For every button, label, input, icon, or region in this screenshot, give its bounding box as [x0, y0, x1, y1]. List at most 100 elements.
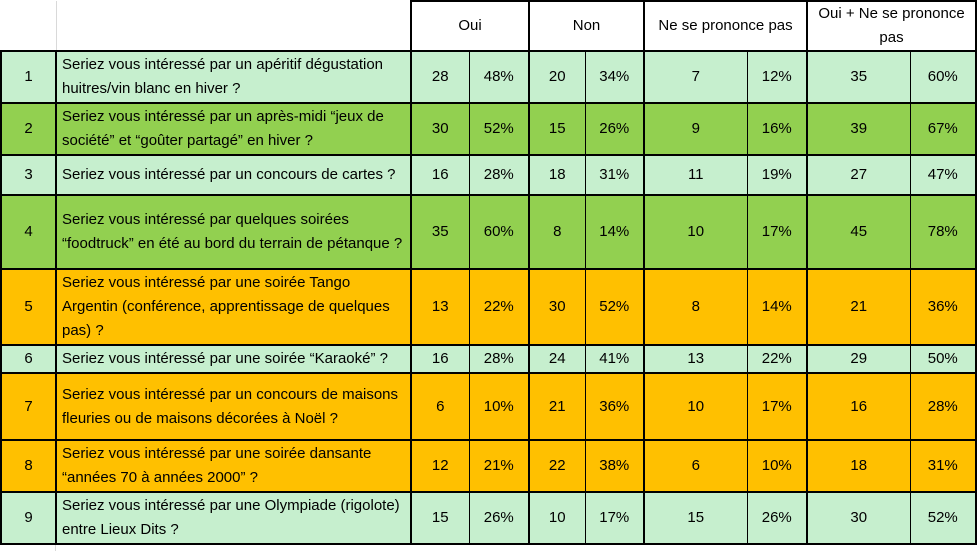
oui-count-cell[interactable]: 12: [410, 439, 470, 493]
total-count-cell[interactable]: 30: [806, 491, 911, 545]
nspp-count-cell[interactable]: 8: [643, 268, 748, 346]
non-count-cell[interactable]: 30: [528, 268, 586, 346]
oui-pct-cell[interactable]: 52%: [468, 102, 530, 156]
oui-count-cell[interactable]: 30: [410, 102, 470, 156]
row-number-cell[interactable]: 2: [0, 102, 57, 156]
non-count-cell[interactable]: 18: [528, 154, 586, 196]
question-cell[interactable]: Seriez vous intéressé par un après-midi …: [55, 102, 412, 156]
nspp-count-cell[interactable]: 15: [643, 491, 748, 545]
non-count-cell[interactable]: 8: [528, 194, 586, 270]
non-pct-cell[interactable]: 38%: [584, 439, 645, 493]
non-pct-cell[interactable]: 34%: [584, 50, 645, 104]
row-number-cell[interactable]: 1: [0, 50, 57, 104]
question-cell[interactable]: Seriez vous intéressé par quelques soiré…: [55, 194, 412, 270]
question-cell[interactable]: Seriez vous intéressé par une soirée dan…: [55, 439, 412, 493]
non-pct-cell[interactable]: 14%: [584, 194, 645, 270]
table-row: 2 Seriez vous intéressé par un après-mid…: [0, 102, 977, 156]
total-count-cell[interactable]: 45: [806, 194, 911, 270]
nspp-count-cell[interactable]: 6: [643, 439, 748, 493]
non-pct-cell[interactable]: 41%: [584, 344, 645, 374]
header-row: Oui Non Ne se prononce pas Oui + Ne se p…: [1, 0, 977, 52]
total-pct-cell[interactable]: 60%: [909, 50, 977, 104]
nspp-count-cell[interactable]: 9: [643, 102, 748, 156]
table-row: 7 Seriez vous intéressé par un concours …: [0, 372, 977, 441]
oui-count-cell[interactable]: 16: [410, 344, 470, 374]
non-count-cell[interactable]: 24: [528, 344, 586, 374]
total-pct-cell[interactable]: 47%: [909, 154, 977, 196]
total-pct-cell[interactable]: 50%: [909, 344, 977, 374]
question-cell[interactable]: Seriez vous intéressé par un concours de…: [55, 372, 412, 441]
total-count-cell[interactable]: 21: [806, 268, 911, 346]
nspp-pct-cell[interactable]: 10%: [746, 439, 809, 493]
row-number-cell[interactable]: 4: [0, 194, 57, 270]
oui-pct-cell[interactable]: 28%: [468, 344, 530, 374]
total-pct-cell[interactable]: 67%: [909, 102, 977, 156]
nspp-count-cell[interactable]: 10: [643, 194, 748, 270]
nspp-pct-cell[interactable]: 14%: [746, 268, 809, 346]
question-cell[interactable]: Seriez vous intéressé par un apéritif dé…: [55, 50, 412, 104]
oui-pct-cell[interactable]: 28%: [468, 154, 530, 196]
nspp-count-cell[interactable]: 11: [643, 154, 748, 196]
row-number-cell[interactable]: 9: [0, 491, 57, 545]
total-count-cell[interactable]: 39: [806, 102, 911, 156]
nspp-pct-cell[interactable]: 17%: [746, 194, 809, 270]
row-number-cell[interactable]: 6: [0, 344, 57, 374]
col-header-non[interactable]: Non: [528, 0, 645, 52]
total-pct-cell[interactable]: 31%: [909, 439, 977, 493]
oui-pct-cell[interactable]: 21%: [468, 439, 530, 493]
total-count-cell[interactable]: 27: [806, 154, 911, 196]
nspp-count-cell[interactable]: 13: [643, 344, 748, 374]
total-count-cell[interactable]: 16: [806, 372, 911, 441]
nspp-pct-cell[interactable]: 17%: [746, 372, 809, 441]
col-header-oui-plus-nspp[interactable]: Oui + Ne se prononce pas: [806, 0, 977, 52]
nspp-pct-cell[interactable]: 16%: [746, 102, 809, 156]
col-header-ne-se-prononce-pas[interactable]: Ne se prononce pas: [642, 0, 809, 52]
non-pct-cell[interactable]: 17%: [584, 491, 645, 545]
oui-count-cell[interactable]: 6: [410, 372, 470, 441]
total-count-cell[interactable]: 35: [806, 50, 911, 104]
non-count-cell[interactable]: 10: [528, 491, 586, 545]
question-cell[interactable]: Seriez vous intéressé par une soirée Tan…: [55, 268, 412, 346]
table-row: 9 Seriez vous intéressé par une Olympiad…: [0, 491, 977, 545]
oui-pct-cell[interactable]: 22%: [468, 268, 530, 346]
oui-count-cell[interactable]: 28: [410, 50, 470, 104]
row-number-cell[interactable]: 5: [0, 268, 57, 346]
row-number-cell[interactable]: 8: [0, 439, 57, 493]
nspp-pct-cell[interactable]: 22%: [746, 344, 809, 374]
row-number-cell[interactable]: 7: [0, 372, 57, 441]
non-count-cell[interactable]: 22: [528, 439, 586, 493]
question-cell[interactable]: Seriez vous intéressé par une Olympiade …: [55, 491, 412, 545]
non-pct-cell[interactable]: 26%: [584, 102, 645, 156]
total-count-cell[interactable]: 18: [806, 439, 911, 493]
total-pct-cell[interactable]: 78%: [909, 194, 977, 270]
non-pct-cell[interactable]: 52%: [584, 268, 645, 346]
header-empty-number-cell: [1, 1, 57, 51]
question-cell[interactable]: Seriez vous intéressé par un concours de…: [55, 154, 412, 196]
nspp-count-cell[interactable]: 10: [643, 372, 748, 441]
row-number-cell[interactable]: 3: [0, 154, 57, 196]
nspp-pct-cell[interactable]: 12%: [746, 50, 809, 104]
oui-count-cell[interactable]: 16: [410, 154, 470, 196]
non-count-cell[interactable]: 20: [528, 50, 586, 104]
total-count-cell[interactable]: 29: [806, 344, 911, 374]
non-pct-cell[interactable]: 31%: [584, 154, 645, 196]
non-count-cell[interactable]: 21: [528, 372, 586, 441]
total-pct-cell[interactable]: 28%: [909, 372, 977, 441]
oui-pct-cell[interactable]: 10%: [468, 372, 530, 441]
non-pct-cell[interactable]: 36%: [584, 372, 645, 441]
oui-count-cell[interactable]: 13: [410, 268, 470, 346]
oui-pct-cell[interactable]: 60%: [468, 194, 530, 270]
oui-count-cell[interactable]: 15: [410, 491, 470, 545]
oui-pct-cell[interactable]: 26%: [468, 491, 530, 545]
col-header-oui[interactable]: Oui: [410, 0, 530, 52]
oui-pct-cell[interactable]: 48%: [468, 50, 530, 104]
total-pct-cell[interactable]: 36%: [909, 268, 977, 346]
oui-count-cell[interactable]: 35: [410, 194, 470, 270]
non-count-cell[interactable]: 15: [528, 102, 586, 156]
question-cell[interactable]: Seriez vous intéressé par une soirée “Ka…: [55, 344, 412, 374]
total-pct-cell[interactable]: 52%: [909, 491, 977, 545]
nspp-pct-cell[interactable]: 26%: [746, 491, 809, 545]
nspp-pct-cell[interactable]: 19%: [746, 154, 809, 196]
nspp-count-cell[interactable]: 7: [643, 50, 748, 104]
